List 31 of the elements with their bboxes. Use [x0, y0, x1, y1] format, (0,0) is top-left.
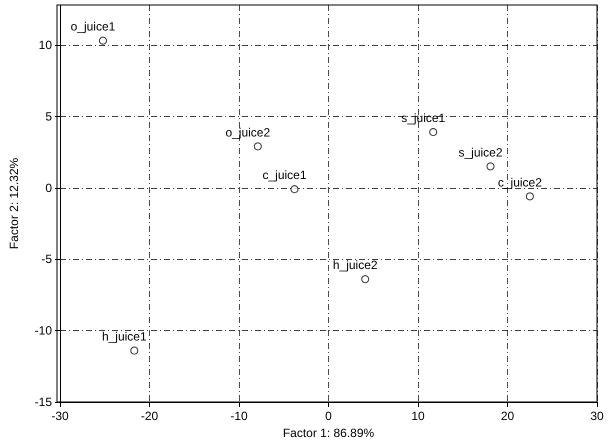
- y-tick-label: 5: [45, 109, 52, 124]
- annotation: o_juice2: [225, 125, 270, 140]
- point: [429, 128, 438, 136]
- annotation: c_juice1: [262, 168, 307, 182]
- annotation: c_juice2: [498, 175, 542, 190]
- annotation: s_juice1: [401, 111, 446, 126]
- y-tick-label: -10: [34, 324, 52, 338]
- x-tick-label: -30: [51, 409, 69, 423]
- x-tick-label: -10: [230, 409, 248, 423]
- x-tick-label: 10: [411, 409, 425, 423]
- point: [526, 192, 534, 200]
- point: [486, 162, 494, 170]
- point: [290, 185, 298, 194]
- point: [98, 36, 107, 45]
- y-tick-label: -15: [34, 395, 52, 409]
- point: [130, 346, 138, 355]
- x-tick-label: 20: [500, 409, 514, 423]
- y-axis-title: Factor 2: 12.32%: [7, 157, 21, 250]
- annotation: h_juice1: [102, 330, 147, 344]
- x-axis-title: Factor 1: 86.89%: [282, 426, 375, 440]
- x-tick-label: -20: [140, 409, 158, 423]
- annotation: s_juice2: [458, 145, 503, 160]
- y-tick-label: 0: [45, 180, 52, 195]
- annotation: o_juice1: [70, 20, 116, 34]
- y-tick-label: 10: [38, 38, 52, 52]
- point: [254, 142, 262, 150]
- x-tick-label: 30: [590, 409, 604, 423]
- x-tick-label: 0: [325, 409, 332, 423]
- annotation: h_juice2: [332, 258, 378, 272]
- y-tick-label: -5: [41, 252, 52, 266]
- point: [361, 275, 370, 284]
